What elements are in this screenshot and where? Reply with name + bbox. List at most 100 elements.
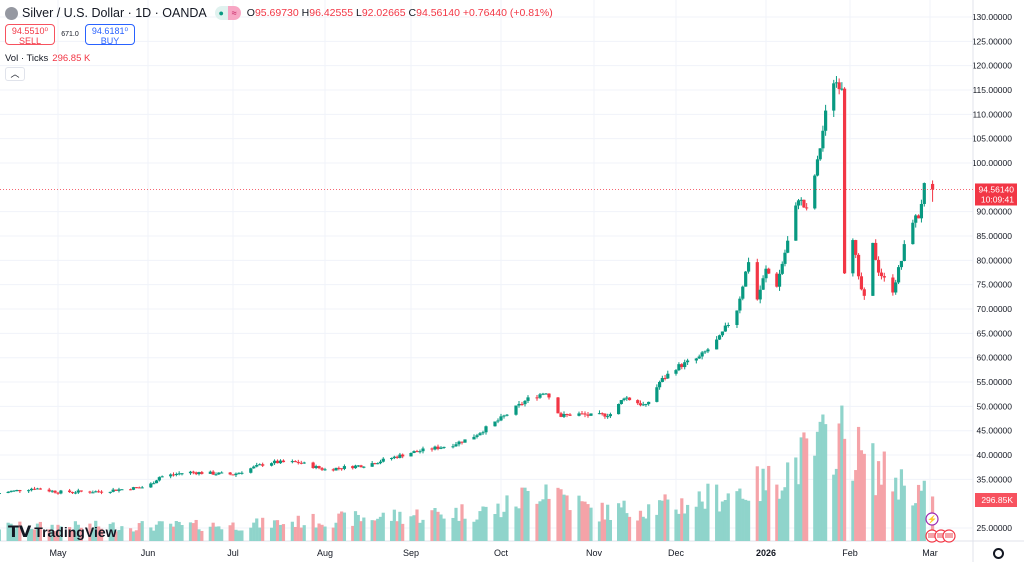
volume-bar bbox=[744, 499, 748, 541]
candle-body bbox=[914, 215, 918, 223]
candle-body bbox=[502, 415, 506, 417]
volume-bar bbox=[76, 524, 80, 541]
candle-body bbox=[370, 463, 374, 467]
volume-bar bbox=[914, 503, 918, 541]
time-axis-label: Jun bbox=[141, 548, 156, 558]
volume-bar bbox=[544, 484, 548, 541]
tradingview-logo[interactable]: 𝗧𝗩 TradingView bbox=[8, 524, 117, 541]
candle-body bbox=[373, 463, 377, 465]
volume-bar bbox=[275, 520, 280, 541]
volume-bar bbox=[27, 529, 31, 541]
candle-body bbox=[821, 130, 825, 149]
candle-body bbox=[389, 458, 394, 460]
candle-body bbox=[211, 471, 215, 475]
candle-body bbox=[493, 421, 497, 427]
time-axis-label: Mar bbox=[922, 548, 938, 558]
candle-body bbox=[697, 356, 701, 359]
candle-body bbox=[805, 207, 809, 209]
candle-body bbox=[356, 465, 360, 467]
candle-body bbox=[442, 446, 446, 448]
candle-body bbox=[47, 489, 51, 492]
volume-bar bbox=[879, 484, 884, 541]
candle-body bbox=[862, 289, 866, 296]
candle-body bbox=[6, 491, 10, 494]
candle-body bbox=[777, 273, 782, 287]
market-open-icon: ● bbox=[214, 6, 228, 20]
candle-body bbox=[842, 88, 847, 274]
candle-body bbox=[108, 491, 112, 493]
volume-bar bbox=[6, 522, 10, 541]
candle-body bbox=[255, 464, 259, 467]
candle-body bbox=[392, 456, 396, 459]
volume-bar bbox=[217, 526, 221, 541]
volume-bar bbox=[580, 501, 584, 541]
volume-bar bbox=[160, 521, 164, 541]
volume-bar bbox=[851, 480, 855, 541]
sell-button[interactable]: 94.5510⁰ SELL bbox=[5, 24, 55, 46]
time-axis-label: May bbox=[49, 548, 67, 558]
candle-body bbox=[91, 492, 95, 494]
volume-bar bbox=[899, 469, 904, 541]
candle-body bbox=[544, 393, 548, 395]
candle-body bbox=[922, 183, 926, 204]
volume-bar bbox=[114, 531, 118, 541]
candle-body bbox=[794, 205, 798, 241]
volume-bar bbox=[735, 491, 739, 541]
candle-body bbox=[53, 490, 57, 493]
volume-legend[interactable]: Vol · Ticks 296.85 K bbox=[5, 53, 91, 64]
volume-bar bbox=[818, 421, 822, 541]
data-delay-icon: ≈ bbox=[227, 6, 241, 20]
volume-bar bbox=[208, 526, 212, 541]
market-status[interactable]: ● ≈ bbox=[214, 6, 241, 20]
volume-bar bbox=[392, 509, 396, 541]
settings-gear-icon[interactable] bbox=[993, 548, 1004, 559]
candle-body bbox=[600, 413, 604, 415]
candle-body bbox=[775, 273, 779, 287]
lightning-glyph: ⚡ bbox=[927, 514, 937, 524]
volume-bar bbox=[299, 527, 303, 541]
price-axis-label: 115.00000 bbox=[972, 85, 1012, 95]
volume-bar bbox=[395, 521, 399, 541]
volume-bar bbox=[398, 511, 402, 541]
volume-bar bbox=[606, 504, 610, 541]
volume-bar bbox=[140, 521, 144, 541]
volume-bar bbox=[715, 484, 719, 541]
buy-button[interactable]: 94.6181⁰ BUY bbox=[85, 24, 135, 46]
volume-bar bbox=[412, 515, 416, 541]
volume-bar bbox=[18, 521, 22, 541]
volume-bar bbox=[871, 443, 875, 541]
volume-bar bbox=[421, 519, 425, 541]
candle-body bbox=[214, 474, 218, 476]
candle-body bbox=[337, 467, 341, 469]
volume-bar bbox=[108, 523, 112, 541]
candle-body bbox=[171, 474, 176, 476]
candle-body bbox=[290, 461, 294, 463]
candle-body bbox=[658, 381, 662, 388]
volume-bar bbox=[896, 499, 901, 541]
candle-body bbox=[720, 331, 725, 336]
candle-body bbox=[741, 286, 745, 299]
candle-body bbox=[622, 398, 626, 401]
candle-body bbox=[149, 483, 153, 488]
candle-body bbox=[589, 413, 593, 416]
candle-body bbox=[220, 472, 224, 474]
price-axis-label: 60.00000 bbox=[977, 353, 1013, 363]
candle-body bbox=[586, 414, 590, 416]
volume-bar bbox=[794, 457, 798, 541]
volume-bar bbox=[97, 526, 101, 541]
volume-bar bbox=[874, 495, 878, 541]
candle-body bbox=[764, 268, 768, 279]
price-axis-label: 40.00000 bbox=[977, 450, 1013, 460]
symbol-title[interactable]: Silver / U.S. Dollar · 1D · OANDA bbox=[22, 6, 207, 20]
candle-body bbox=[894, 282, 898, 293]
chevron-up-icon[interactable]: ︿ bbox=[5, 67, 25, 81]
candle-body bbox=[177, 473, 181, 475]
candle-body bbox=[120, 489, 124, 491]
volume-bar bbox=[252, 522, 256, 541]
candle-body bbox=[134, 487, 138, 489]
volume-bar bbox=[200, 530, 204, 541]
volume-bar bbox=[813, 455, 817, 541]
candle-body bbox=[758, 289, 762, 300]
volume-bar bbox=[683, 513, 687, 541]
